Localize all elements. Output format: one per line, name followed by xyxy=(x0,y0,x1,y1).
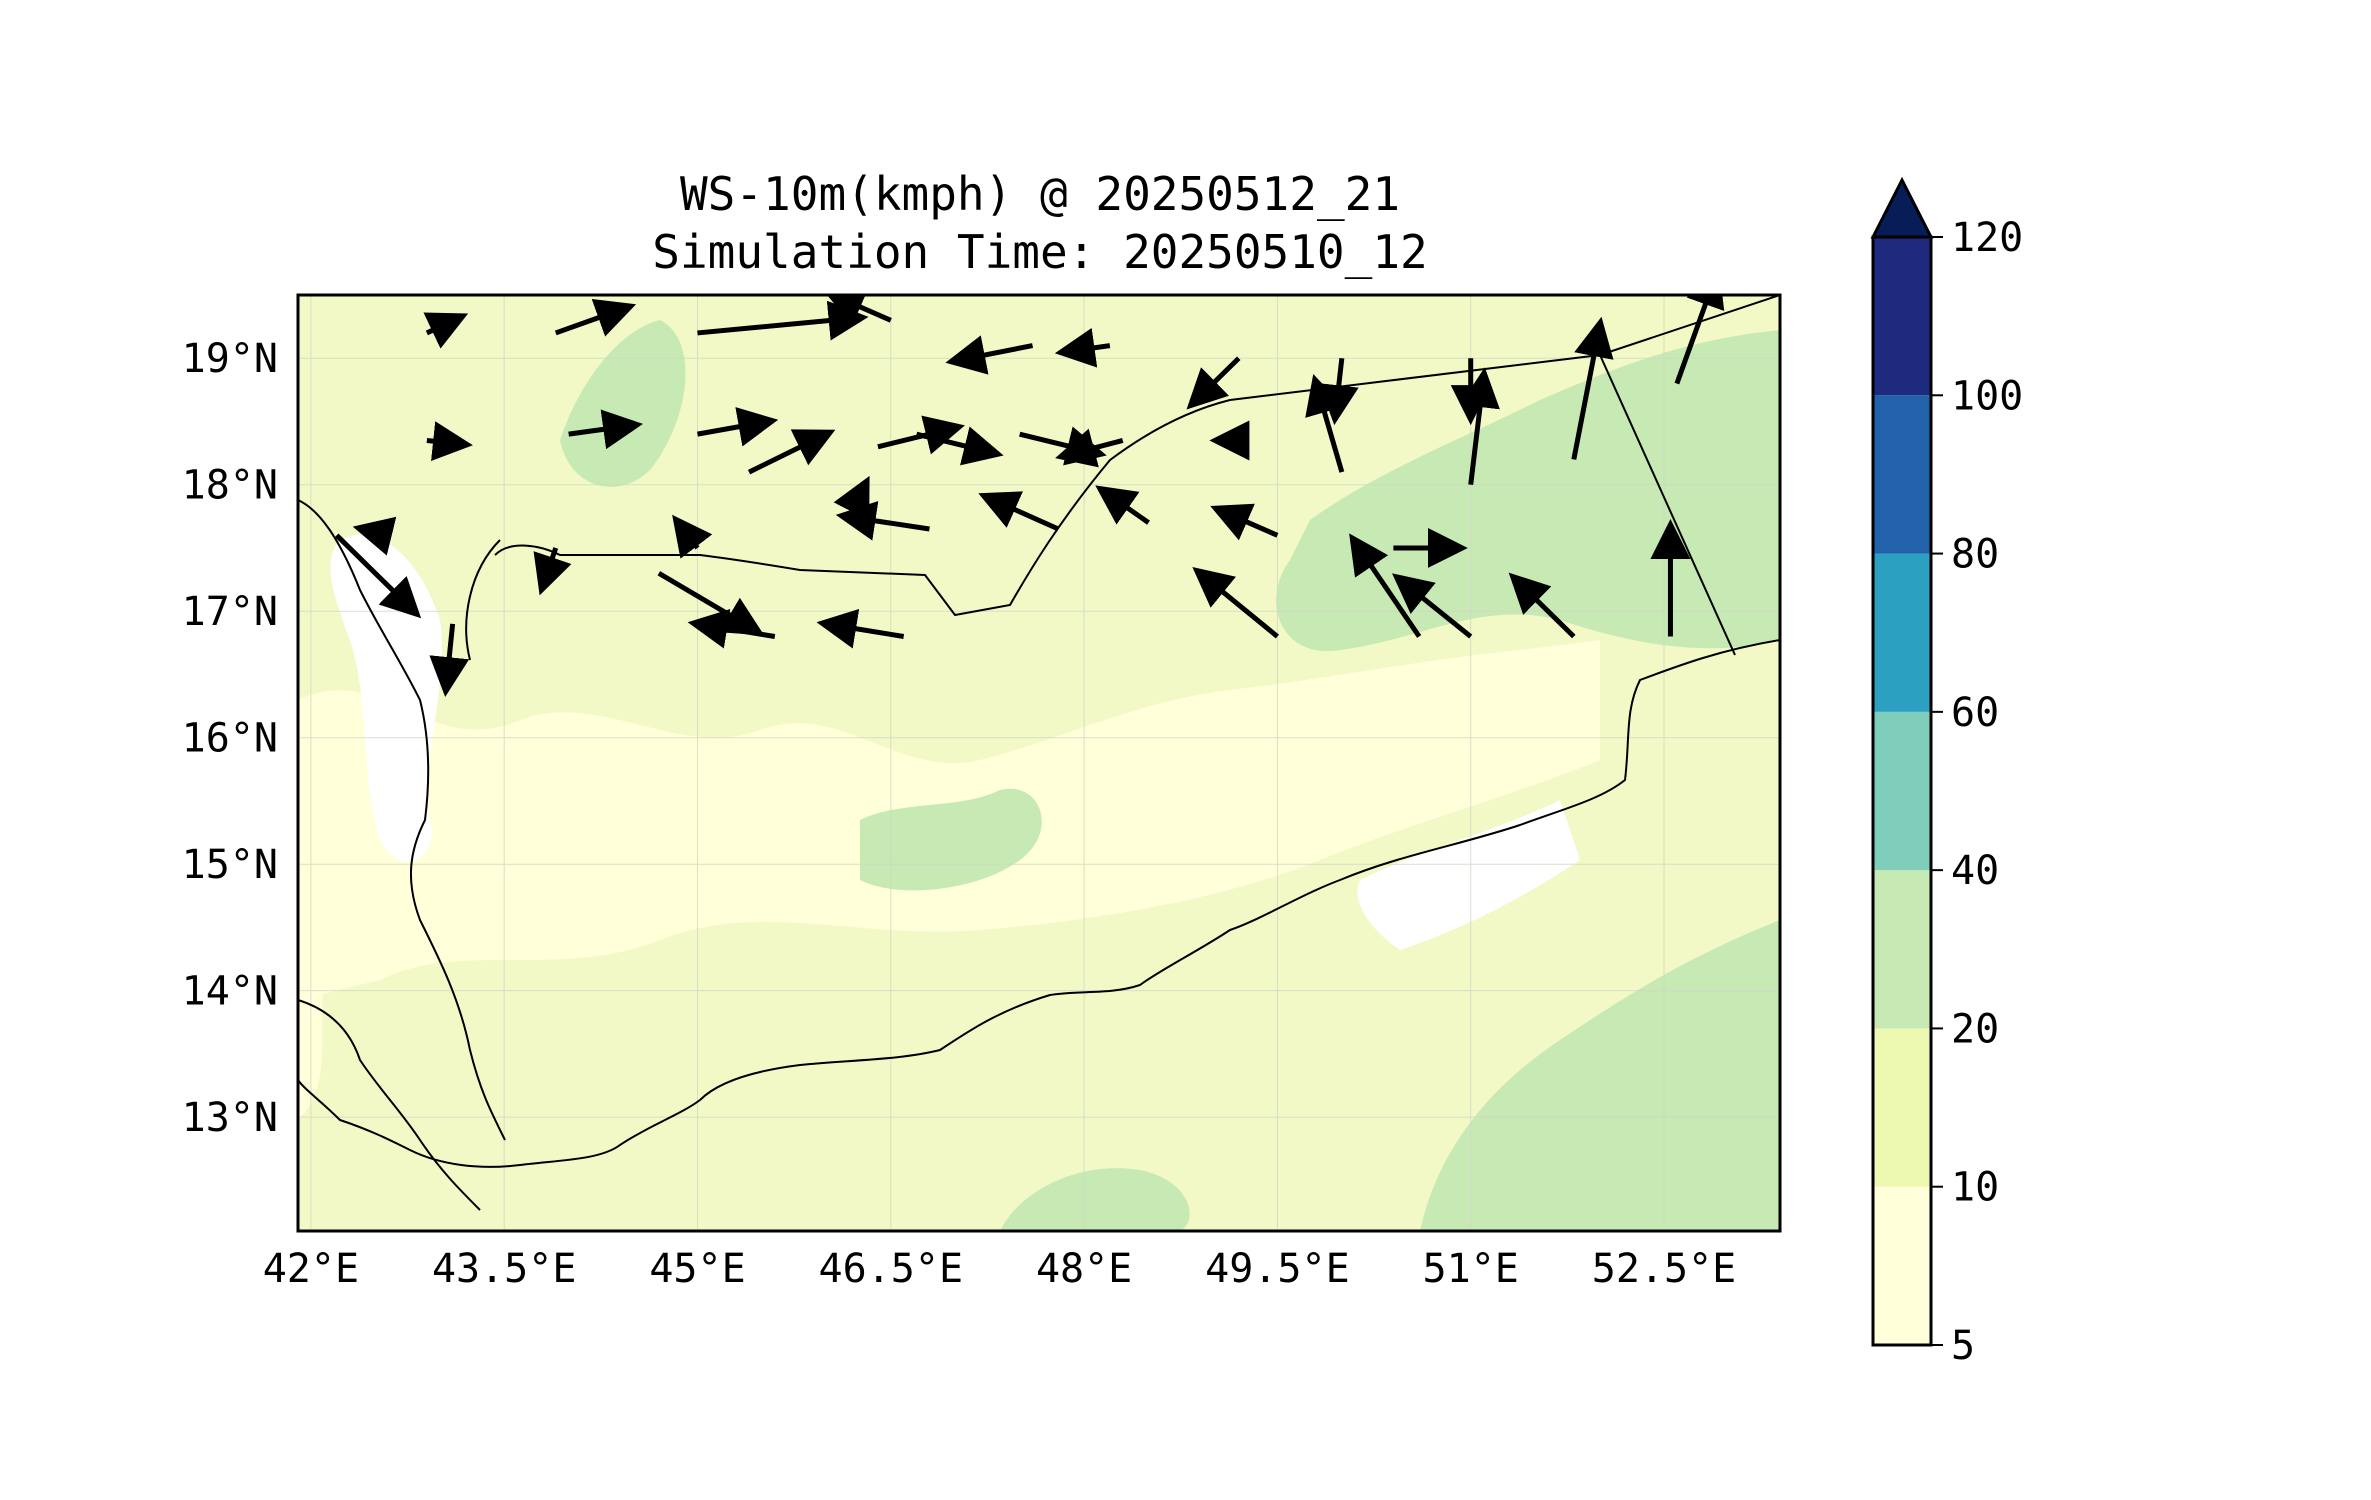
wind-vector-28 xyxy=(978,491,1060,532)
colorbar: 5 10 20 40 60 80 100 120 xyxy=(1870,176,2023,1369)
colorbar-label-0: 5 xyxy=(1951,1323,1975,1369)
colorbar-labels: 5 10 20 40 60 80 100 120 xyxy=(1931,215,2023,1369)
wind-vector-19 xyxy=(1460,367,1500,486)
speed-band-20-40-central xyxy=(860,788,1042,891)
wind-vector-29 xyxy=(1095,485,1150,525)
wind-vector-13 xyxy=(877,415,965,455)
lon-tick-label-6: 51°E xyxy=(1423,1246,1519,1292)
speed-band-20-40-southeast xyxy=(1420,920,1780,1231)
colorbar-band-0 xyxy=(1873,1186,1931,1345)
lat-tick-label-0: 19°N xyxy=(182,336,278,382)
wind-vector-5 xyxy=(1054,327,1111,368)
wind-vector-18 xyxy=(1305,373,1345,473)
colorbar-band-5 xyxy=(1873,395,1931,554)
lon-tick-label-2: 45°E xyxy=(649,1246,745,1292)
wind-vector-27 xyxy=(835,501,930,541)
lat-tick-label-1: 18°N xyxy=(182,463,278,509)
lat-tick-label-4: 15°N xyxy=(182,842,278,888)
wind-vector-40 xyxy=(1392,573,1473,639)
wind-vector-16 xyxy=(1055,428,1124,468)
wind-vector-6 xyxy=(1186,356,1241,410)
lat-tick-label-6: 13°N xyxy=(182,1095,278,1141)
colorbar-band-1 xyxy=(1873,1028,1931,1187)
colorbar-label-5: 80 xyxy=(1951,532,1999,578)
speed-band-20-40-south xyxy=(1000,1168,1190,1231)
wind-vector-11 xyxy=(697,407,779,447)
wind-vector-25 xyxy=(672,514,713,559)
colorbar-band-4 xyxy=(1873,553,1931,712)
wind-vector-4 xyxy=(945,335,1034,375)
wind-vector-0 xyxy=(423,312,469,349)
wind-vector-34 xyxy=(334,533,422,619)
speed-band-20-40-northeast xyxy=(1276,330,1780,652)
oman-yemen-border xyxy=(1599,354,1736,656)
wind-vector-39 xyxy=(1349,533,1422,638)
lat-tick-label-3: 16°N xyxy=(182,716,278,762)
wind-vector-36 xyxy=(687,608,776,649)
african-coastline xyxy=(298,999,481,1211)
colorbar-band-2 xyxy=(1873,870,1931,1029)
lon-tick-label-4: 48°E xyxy=(1036,1246,1132,1292)
wind-vector-38 xyxy=(1192,566,1279,639)
wind-vector-3 xyxy=(823,295,892,326)
lon-tick-label-7: 52.5°E xyxy=(1592,1246,1737,1292)
lon-tick-label-1: 43.5°E xyxy=(432,1246,577,1292)
map-frame xyxy=(296,293,1782,1233)
colorbar-bands xyxy=(1873,237,1931,1345)
wind-vector-9 xyxy=(426,421,473,462)
wind-vector-10 xyxy=(568,409,643,450)
lon-tick-label-5: 49.5°E xyxy=(1205,1246,1350,1292)
colorbar-label-4: 60 xyxy=(1951,690,1999,736)
wind-vector-20 xyxy=(1571,316,1614,460)
wind-vector-30 xyxy=(1210,503,1279,541)
colorbar-label-7: 120 xyxy=(1951,215,2023,261)
wind-vector-field xyxy=(334,295,1725,698)
map-area xyxy=(298,295,1780,1231)
wind-vector-1 xyxy=(554,298,637,337)
colorbar-label-6: 100 xyxy=(1951,373,2023,419)
lat-tick-label-2: 17°N xyxy=(182,589,278,635)
colorbar-label-1: 10 xyxy=(1951,1165,1999,1211)
longitude-tick-labels: 42°E 43.5°E 45°E 46.5°E 48°E 49.5°E 51°E 52.5°E xyxy=(263,1246,1737,1292)
map-title-line-2: Simulation Time: 20250510_12 xyxy=(652,225,1427,279)
wind-vector-21 xyxy=(1674,295,1725,385)
speed-band-20-40-north xyxy=(560,320,686,487)
latitude-tick-labels: 19°N 18°N 17°N 16°N 15°N 14°N 13°N xyxy=(182,336,278,1141)
wind-vector-24 xyxy=(657,571,765,636)
red-sea-coastline-east xyxy=(465,539,501,661)
speed-gap-coast xyxy=(1357,800,1580,950)
speed-band-low-west xyxy=(298,820,345,1120)
map-title-line-1: WS-10m(kmph) @ 20250512_21 xyxy=(680,167,1400,221)
colorbar-band-3 xyxy=(1873,711,1931,871)
colorbar-extend-triangle xyxy=(1870,176,1934,239)
southern-coastline xyxy=(298,639,1780,1168)
wind-vector-35 xyxy=(429,623,470,698)
wind-vector-41 xyxy=(1508,572,1576,639)
graticule xyxy=(298,295,1780,1231)
western-coastline xyxy=(298,499,506,1141)
colorbar-label-3: 40 xyxy=(1951,848,1999,894)
colorbar-frame xyxy=(1871,235,1933,1347)
lon-tick-label-0: 42°E xyxy=(263,1246,359,1292)
wind-vector-12 xyxy=(747,429,836,475)
wind-vector-37 xyxy=(816,608,905,649)
lon-tick-label-3: 46.5°E xyxy=(819,1246,964,1292)
wind-vector-22 xyxy=(352,516,397,556)
wind-vector-23 xyxy=(533,547,572,596)
colorbar-band-6 xyxy=(1873,237,1931,396)
wind-vector-14 xyxy=(915,426,1004,466)
colorbar-label-2: 20 xyxy=(1951,1006,1999,1052)
lat-tick-label-5: 14°N xyxy=(182,969,278,1015)
